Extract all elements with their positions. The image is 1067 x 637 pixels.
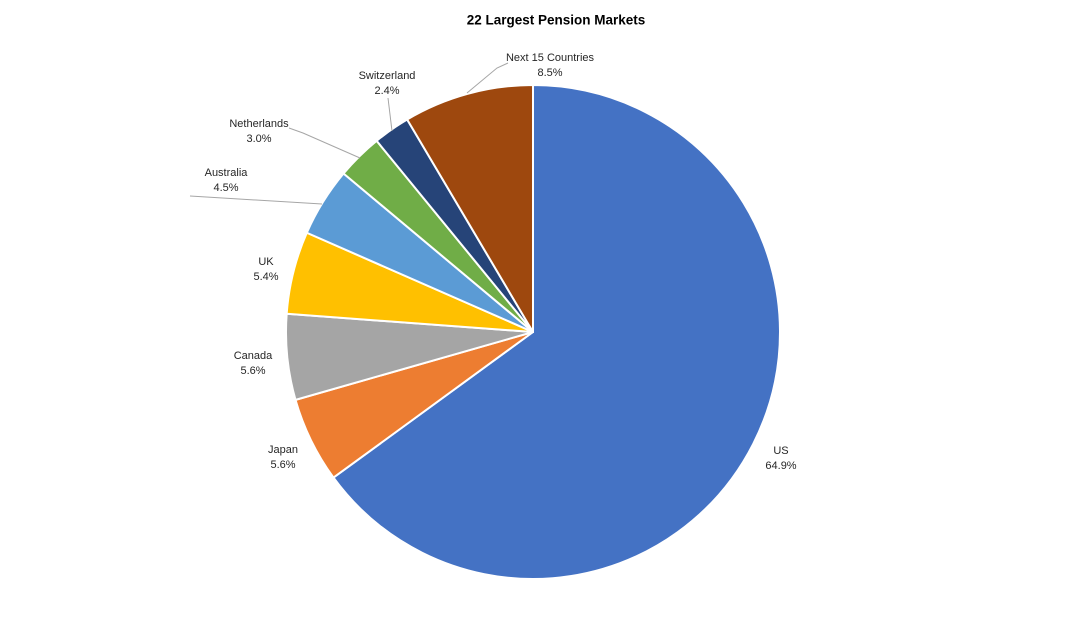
slice-name: Canada	[233, 350, 273, 362]
chart-title: 22 Largest Pension Markets	[466, 12, 646, 28]
slice-percent: 3.0%	[246, 133, 272, 145]
slice-label-next-15-countries: Next 15 Countries 8.5%	[506, 51, 594, 81]
slice-name: US	[773, 445, 789, 457]
slice-percent: 4.5%	[213, 182, 239, 194]
leader-lines-layer	[189, 62, 509, 205]
pie-slices-layer	[285, 84, 781, 580]
pie-slice-next-15-countries	[406, 84, 534, 333]
slice-percent: 2.4%	[374, 85, 400, 97]
slice-label-australia: Australia 4.5%	[205, 166, 248, 196]
leader-line-next-15-countries	[466, 62, 509, 94]
slice-label-canada: Canada 5.6%	[234, 349, 273, 379]
pie-slice-us	[332, 84, 781, 580]
slice-percent: 5.4%	[253, 271, 279, 283]
leader-line-australia	[189, 195, 323, 205]
slice-label-us: US 64.9%	[765, 444, 796, 474]
slice-name: Next 15 Countries	[505, 52, 595, 64]
slice-name: UK	[258, 256, 274, 268]
slice-name: Netherlands	[229, 118, 289, 130]
slice-percent: 5.6%	[240, 365, 266, 377]
leader-line-switzerland	[387, 97, 393, 132]
slice-label-japan: Japan 5.6%	[268, 443, 298, 473]
slice-label-netherlands: Netherlands 3.0%	[229, 117, 288, 147]
slice-label-switzerland: Switzerland 2.4%	[359, 69, 416, 99]
slice-percent: 64.9%	[765, 460, 797, 472]
leader-line-netherlands	[288, 127, 361, 159]
slice-percent: 5.6%	[270, 459, 296, 471]
slice-name: Japan	[268, 444, 298, 456]
slice-name: Switzerland	[358, 70, 416, 82]
slice-name: Australia	[204, 167, 248, 179]
slice-percent: 8.5%	[537, 67, 563, 79]
slice-label-uk: UK 5.4%	[253, 255, 278, 285]
